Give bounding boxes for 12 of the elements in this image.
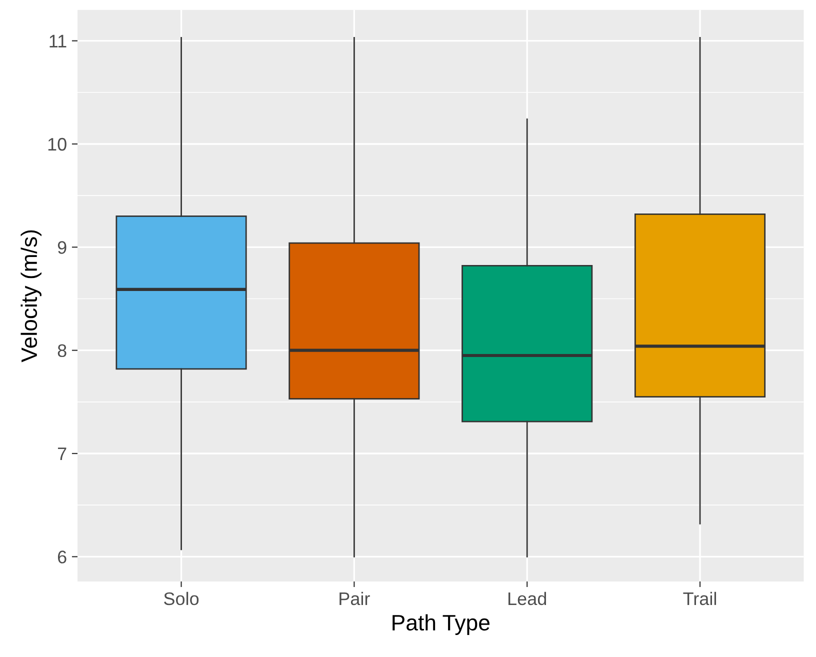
y-tick-label: 6 [58,550,66,564]
x-tick-label: Pair [340,592,370,606]
x-axis-title: Path Type [392,614,490,635]
x-tick-label: Lead [508,592,546,606]
y-axis-title: Velocity (m/s) [20,230,42,362]
y-tick-label: 11 [50,34,66,48]
y-tick-label: 8 [58,344,66,358]
x-tick-label: Solo [164,592,199,606]
y-tick-label: 9 [58,241,66,254]
y-tick-label: 7 [58,448,66,460]
x-tick-label: Trail [683,592,716,606]
y-tick-label: 10 [48,138,66,151]
